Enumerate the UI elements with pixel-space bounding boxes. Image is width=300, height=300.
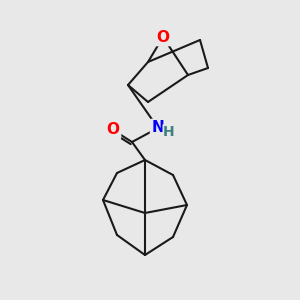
Text: O: O bbox=[157, 29, 169, 44]
Text: H: H bbox=[163, 125, 175, 139]
Text: O: O bbox=[106, 122, 119, 137]
Text: N: N bbox=[152, 121, 164, 136]
